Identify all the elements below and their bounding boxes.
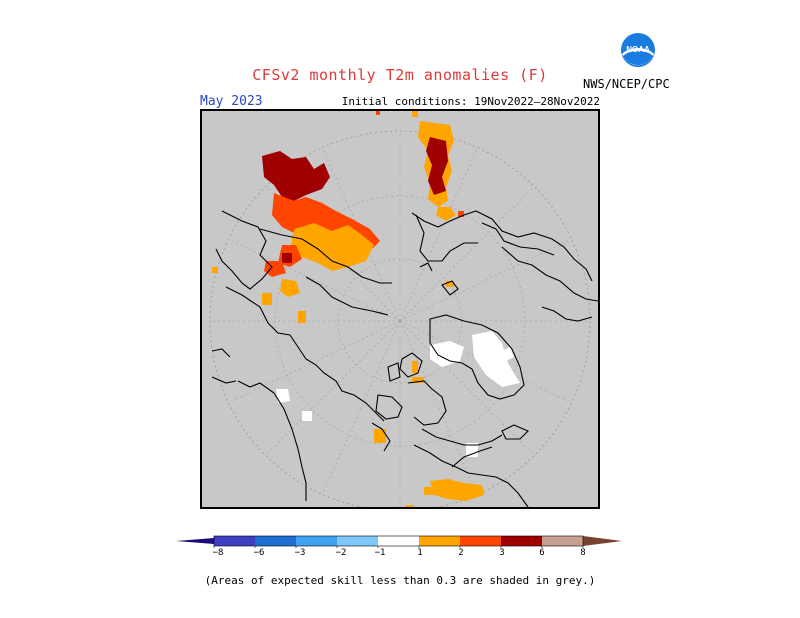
anomaly-patch-north-america xyxy=(374,429,484,507)
chart-title: CFSv2 monthly T2m anomalies (F) xyxy=(252,66,548,84)
colorbar-bin-neg6-neg3 xyxy=(255,536,296,546)
colorbar-label: 8 xyxy=(580,548,586,558)
colorbar-label: −6 xyxy=(253,548,265,558)
colorbar-label: −3 xyxy=(294,548,306,558)
colorbar-bin-neg1-1 xyxy=(378,536,419,546)
colorbar-label: −1 xyxy=(374,548,386,558)
colorbar-arrow-left xyxy=(176,538,214,544)
colorbar-ticks xyxy=(213,546,584,548)
colorbar-label: −8 xyxy=(212,548,224,558)
colorbar-bin-neg2-neg1 xyxy=(337,536,378,546)
colorbar-bin-neg3-neg2 xyxy=(296,536,337,546)
anomaly-patch-arctic-europe xyxy=(376,111,464,221)
colorbar-label: 2 xyxy=(458,548,464,558)
agency-label: NWS/NCEP/CPC xyxy=(583,77,670,91)
colorbar-label: −2 xyxy=(335,548,347,558)
colorbar-bin-neg8-neg6 xyxy=(214,536,255,546)
noaa-logo: NOAA xyxy=(621,33,655,67)
colorbar-bin-6-8 xyxy=(542,536,583,546)
colorbar-bin-3-6 xyxy=(501,536,542,546)
noaa-logo-text: NOAA xyxy=(626,45,650,54)
map-panel xyxy=(200,109,600,509)
colorbar-bin-2-3 xyxy=(460,536,501,546)
colorbar-label: 3 xyxy=(499,548,505,558)
colorbar-label: 6 xyxy=(539,548,545,558)
forecast-month: May 2023 xyxy=(200,94,263,109)
colorbar-label: 1 xyxy=(417,548,423,558)
latitude-circle-outer xyxy=(209,130,591,507)
near-normal-areas xyxy=(276,331,520,457)
initial-conditions: Initial conditions: 19Nov2022–28Nov2022 xyxy=(341,95,600,108)
colorbar-bin-1-2 xyxy=(419,536,460,546)
anomaly-patch-northeast-asia xyxy=(212,151,380,323)
coastlines xyxy=(211,210,598,507)
skill-note: (Areas of expected skill less than 0.3 a… xyxy=(204,574,596,587)
polar-map xyxy=(202,111,598,507)
colorbar xyxy=(176,535,622,548)
colorbar-outline xyxy=(213,535,584,547)
colorbar-arrow-right xyxy=(583,536,622,546)
